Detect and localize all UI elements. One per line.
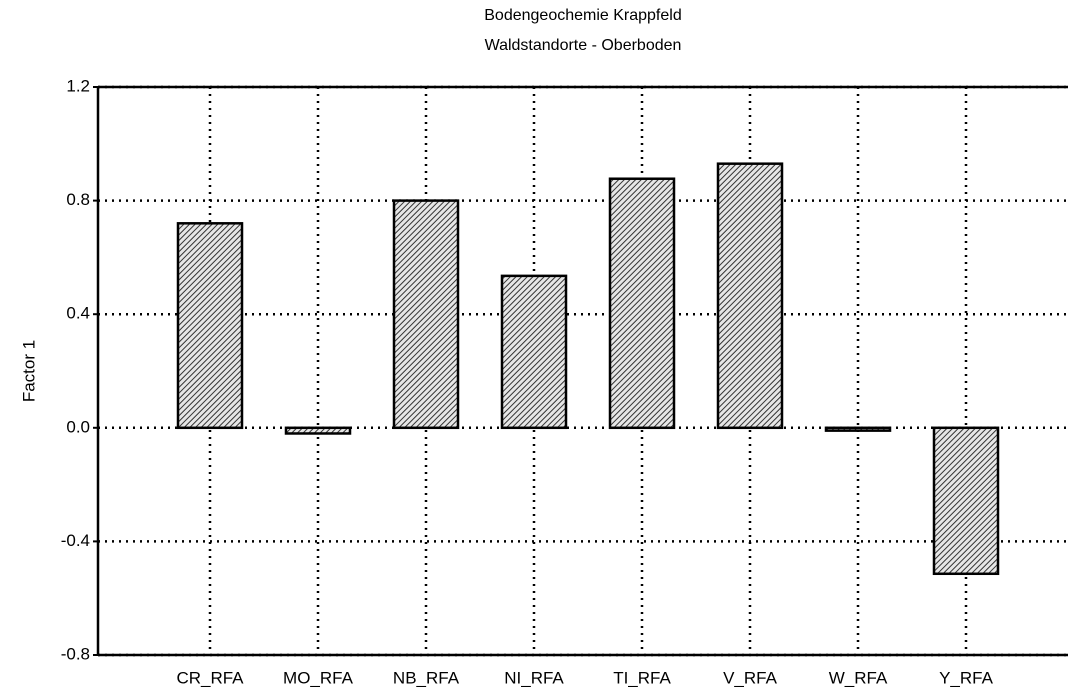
y-axis-label: Factor 1: [19, 340, 38, 402]
chart-subtitle: Waldstandorte - Oberboden: [485, 37, 682, 54]
y-tick-label: 0.8: [66, 190, 90, 209]
x-tick-label: W_RFA: [829, 668, 888, 687]
x-tick-label: NI_RFA: [504, 668, 564, 687]
x-tick-label: MO_RFA: [283, 668, 354, 687]
bar: [932, 426, 1000, 576]
y-tick-label: 0.4: [66, 304, 90, 323]
y-tick-label: -0.8: [61, 644, 90, 663]
bar: [392, 199, 460, 430]
y-tick-label: -0.4: [61, 531, 90, 550]
x-tick-label: V_RFA: [723, 668, 778, 687]
y-tick-label: 0.0: [66, 417, 90, 436]
x-tick-label: TI_RFA: [613, 668, 671, 687]
y-tick-label: 1.2: [66, 76, 90, 95]
chart-title: Bodengeochemie Krappfeld: [484, 7, 681, 24]
bar: [500, 274, 568, 430]
x-tick-label: NB_RFA: [393, 668, 460, 687]
bar: [176, 222, 244, 430]
bar: [824, 426, 892, 432]
x-tick-label: CR_RFA: [176, 668, 244, 687]
bar: [608, 177, 676, 430]
x-tick-label: Y_RFA: [939, 668, 994, 687]
bar: [284, 426, 352, 435]
bar: [716, 162, 784, 430]
